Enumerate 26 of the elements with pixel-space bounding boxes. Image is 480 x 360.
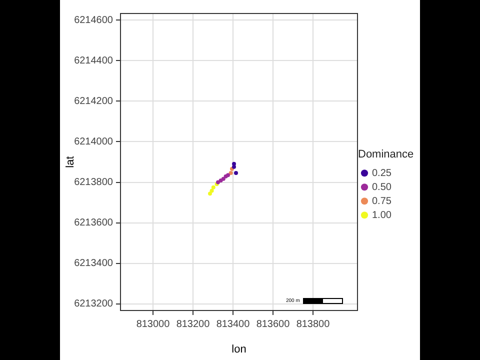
y-tick-label: 6213800 <box>74 177 114 188</box>
x-tick-label: 813200 <box>176 318 210 330</box>
point <box>211 185 216 190</box>
x-tick-label: 813800 <box>296 318 330 330</box>
legend-title: Dominance <box>358 148 414 160</box>
point <box>224 174 228 178</box>
x-tick-label: 813400 <box>216 318 250 330</box>
y-tick-label: 6214600 <box>74 14 114 26</box>
y-tick-label: 6214000 <box>74 136 114 148</box>
legend-label: 0.25 <box>372 168 392 179</box>
point <box>218 178 223 182</box>
y-tick-label: 6214400 <box>74 55 114 66</box>
point <box>234 170 238 175</box>
legend-label: 1.00 <box>372 210 392 221</box>
legend-label: 0.50 <box>372 182 392 193</box>
y-tick-label: 6213200 <box>74 298 114 310</box>
x-axis-title: lon <box>232 343 246 356</box>
x-tick-label: 813600 <box>256 318 290 330</box>
y-tick-label: 6213400 <box>74 258 114 270</box>
x-tick-label: 813000 <box>136 318 170 330</box>
point <box>208 192 212 196</box>
y-tick-label: 6213600 <box>74 218 114 229</box>
y-axis-title: lat <box>64 156 77 168</box>
y-tick-label: 6214200 <box>74 96 114 107</box>
legend-label: 0.75 <box>372 196 392 207</box>
point <box>228 170 233 175</box>
